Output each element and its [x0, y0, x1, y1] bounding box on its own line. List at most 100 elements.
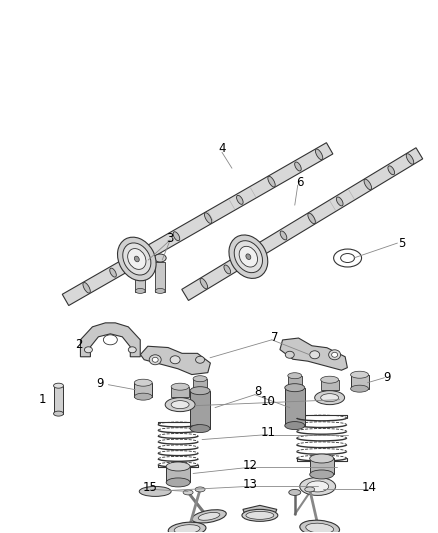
Ellipse shape [239, 246, 258, 267]
Text: 7: 7 [271, 332, 279, 344]
Ellipse shape [205, 213, 212, 223]
Ellipse shape [127, 248, 146, 269]
Ellipse shape [135, 288, 145, 294]
Ellipse shape [141, 249, 148, 260]
Ellipse shape [285, 351, 294, 358]
Bar [288, 376, 302, 390]
Ellipse shape [350, 385, 368, 392]
Ellipse shape [200, 278, 208, 289]
Ellipse shape [229, 235, 268, 278]
Polygon shape [280, 338, 347, 370]
Ellipse shape [295, 162, 301, 171]
Ellipse shape [168, 522, 206, 533]
Text: 15: 15 [143, 481, 158, 494]
Ellipse shape [173, 232, 180, 241]
Ellipse shape [321, 376, 339, 383]
Ellipse shape [314, 391, 345, 405]
Ellipse shape [134, 393, 152, 400]
Ellipse shape [334, 249, 361, 267]
Text: 14: 14 [362, 481, 377, 494]
Ellipse shape [406, 154, 414, 164]
Ellipse shape [128, 347, 136, 353]
Bar [166, 466, 190, 482]
Ellipse shape [195, 487, 205, 492]
Polygon shape [182, 148, 423, 301]
Text: 6: 6 [296, 176, 304, 189]
Ellipse shape [196, 356, 205, 364]
Polygon shape [243, 505, 277, 519]
Text: 3: 3 [166, 231, 174, 245]
Ellipse shape [305, 487, 314, 492]
Bar [190, 391, 210, 429]
Ellipse shape [152, 357, 158, 362]
Text: 5: 5 [398, 237, 405, 249]
Ellipse shape [183, 490, 193, 495]
Bar [171, 386, 189, 397]
Ellipse shape [237, 196, 243, 204]
Ellipse shape [388, 166, 395, 175]
Bar [193, 379, 207, 393]
Ellipse shape [170, 356, 180, 364]
Ellipse shape [134, 379, 152, 386]
Ellipse shape [280, 231, 287, 240]
Ellipse shape [134, 254, 146, 262]
Ellipse shape [193, 376, 207, 382]
Ellipse shape [315, 149, 323, 160]
Text: 12: 12 [242, 459, 258, 472]
Bar [350, 375, 368, 389]
Ellipse shape [246, 511, 274, 519]
Ellipse shape [165, 398, 195, 411]
Ellipse shape [328, 350, 341, 360]
Ellipse shape [234, 241, 262, 273]
Ellipse shape [190, 386, 210, 394]
Ellipse shape [310, 470, 334, 479]
Ellipse shape [198, 512, 220, 520]
Ellipse shape [155, 288, 165, 294]
Ellipse shape [307, 481, 328, 492]
Ellipse shape [364, 179, 371, 190]
Bar [135, 262, 145, 292]
Ellipse shape [174, 524, 200, 533]
Text: 10: 10 [261, 395, 275, 408]
Ellipse shape [139, 487, 171, 496]
Ellipse shape [310, 454, 334, 463]
Ellipse shape [123, 243, 151, 275]
Bar [285, 387, 305, 425]
Text: 2: 2 [75, 338, 82, 351]
Ellipse shape [110, 268, 117, 277]
Ellipse shape [83, 282, 90, 293]
Ellipse shape [285, 422, 305, 430]
Ellipse shape [149, 355, 161, 365]
Ellipse shape [285, 384, 305, 392]
Text: 4: 4 [218, 142, 226, 155]
Ellipse shape [336, 197, 343, 206]
Ellipse shape [171, 383, 189, 390]
Bar [53, 386, 64, 414]
Ellipse shape [117, 237, 156, 281]
Bar [155, 262, 165, 292]
Text: 13: 13 [243, 478, 258, 491]
Ellipse shape [166, 478, 190, 487]
Ellipse shape [134, 256, 139, 262]
Bar [321, 379, 339, 390]
Ellipse shape [53, 383, 64, 388]
Ellipse shape [53, 411, 64, 416]
Ellipse shape [300, 478, 336, 495]
Text: 9: 9 [97, 377, 104, 390]
Ellipse shape [289, 489, 301, 495]
Ellipse shape [300, 520, 339, 533]
Ellipse shape [341, 254, 355, 263]
Polygon shape [141, 346, 210, 375]
Text: 8: 8 [254, 385, 261, 398]
Ellipse shape [103, 335, 117, 345]
Ellipse shape [288, 373, 302, 379]
Ellipse shape [190, 425, 210, 433]
Bar [310, 458, 334, 474]
Ellipse shape [350, 371, 368, 378]
Ellipse shape [308, 213, 315, 224]
Polygon shape [62, 143, 333, 305]
Ellipse shape [306, 523, 334, 533]
Ellipse shape [242, 510, 278, 521]
Ellipse shape [85, 347, 92, 353]
Text: 9: 9 [384, 371, 391, 384]
